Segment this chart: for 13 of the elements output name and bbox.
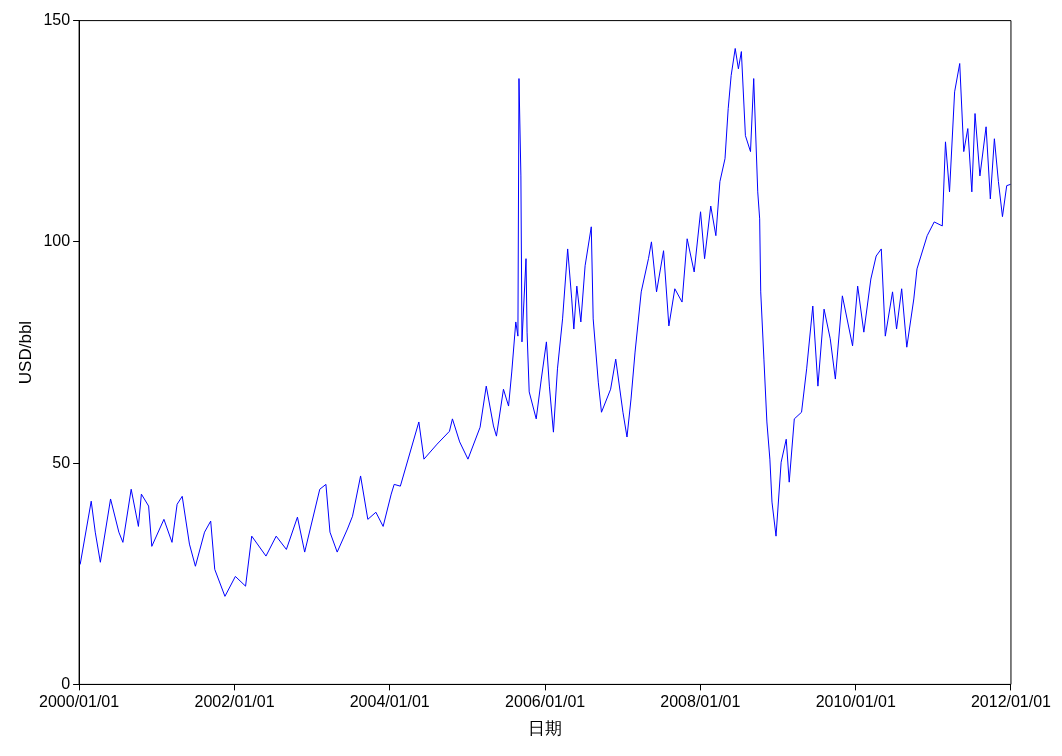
y-tick-label: 50 bbox=[52, 453, 71, 471]
x-tick-label: 2000/01/01 bbox=[39, 693, 120, 711]
x-tick-label: 2010/01/01 bbox=[815, 693, 896, 711]
y-tick-label: 0 bbox=[61, 674, 71, 692]
x-tick-label: 2002/01/01 bbox=[194, 693, 275, 711]
y-tick-label: 100 bbox=[43, 232, 71, 250]
x-tick-label: 2006/01/01 bbox=[505, 693, 586, 711]
y-tick-label: 150 bbox=[43, 11, 71, 29]
x-axis-title: 日期 bbox=[528, 719, 563, 739]
x-tick-label: 2008/01/01 bbox=[660, 693, 741, 711]
y-axis-title: USD/bbl bbox=[15, 320, 35, 385]
x-tick-label: 2004/01/01 bbox=[349, 693, 430, 711]
x-tick-label: 2012/01/01 bbox=[970, 693, 1052, 711]
